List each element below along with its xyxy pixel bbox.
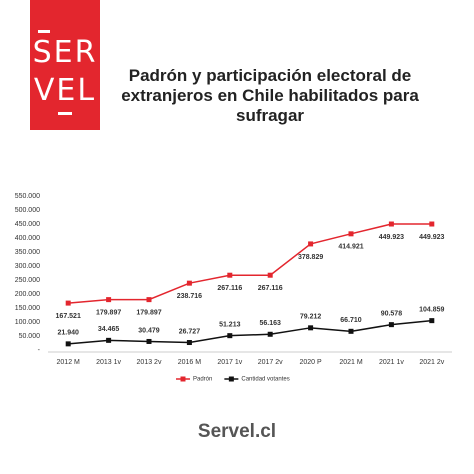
point (65, 341, 71, 347)
point (106, 337, 112, 343)
point (186, 340, 192, 346)
logo-bottom: VEL (33, 73, 97, 108)
data-label: 51.213 (219, 322, 241, 329)
y-tick-label: 500.000 (15, 207, 40, 214)
logo-top: SER (32, 35, 98, 70)
point (146, 338, 152, 344)
y-tick-label: 150.000 (15, 305, 40, 312)
data-label: 56.163 (259, 320, 281, 327)
legend-label: Padrón (193, 377, 212, 383)
data-label: 26.727 (179, 328, 201, 335)
data-label: 449.923 (419, 234, 444, 241)
series-line (68, 223, 432, 304)
data-label: 167.521 (56, 313, 81, 320)
point (186, 280, 192, 286)
x-tick-label: 2020 P (300, 359, 323, 366)
y-tick-label: - (38, 347, 41, 354)
data-label: 179.897 (136, 309, 161, 316)
legend-marker (180, 376, 186, 382)
data-label: 34.465 (98, 326, 120, 333)
point (106, 297, 112, 303)
point (308, 241, 314, 247)
y-tick-label: 100.000 (15, 319, 40, 326)
y-tick-label: 50.000 (19, 333, 41, 340)
series-line (68, 319, 432, 345)
x-tick-label: 2012 M (57, 359, 81, 366)
point (267, 272, 273, 278)
point (348, 231, 354, 237)
legend-label: Cantidad votantes (241, 377, 289, 383)
y-tick-label: 350.000 (15, 249, 40, 256)
y-tick-label: 250.000 (15, 277, 40, 284)
x-tick-label: 2016 M (178, 359, 202, 366)
point (65, 300, 71, 306)
point (429, 318, 435, 324)
point (348, 328, 354, 334)
data-label: 267.116 (217, 285, 242, 292)
y-tick-label: 200.000 (15, 291, 40, 298)
legend-marker (228, 376, 234, 382)
logo: SER VEL (30, 0, 100, 130)
point (146, 297, 152, 303)
point (267, 331, 273, 337)
x-tick-label: 2021 M (339, 359, 363, 366)
data-label: 378.829 (298, 254, 323, 261)
y-tick-label: 550.000 (15, 193, 40, 200)
y-tick-label: 400.000 (15, 235, 40, 242)
point (429, 221, 435, 227)
data-label: 30.479 (138, 327, 160, 334)
y-tick-label: 300.000 (15, 263, 40, 270)
data-label: 238.716 (177, 293, 202, 300)
data-label: 79.212 (300, 314, 322, 321)
point (227, 333, 233, 339)
point (388, 322, 394, 328)
point (308, 325, 314, 331)
x-tick-label: 2021 2v (419, 359, 444, 366)
data-label: 267.116 (258, 285, 283, 292)
data-label: 90.578 (381, 310, 403, 317)
x-tick-label: 2013 2v (137, 359, 162, 366)
data-label: 66.710 (340, 317, 362, 324)
point (388, 221, 394, 227)
y-tick-label: 450.000 (15, 221, 40, 228)
data-label: 104.859 (419, 306, 444, 313)
chart-title: Padrón y participación electoral de extr… (121, 66, 419, 125)
x-tick-label: 2017 2v (258, 359, 283, 366)
x-tick-label: 2021 1v (379, 359, 404, 366)
data-label: 414.921 (338, 244, 363, 251)
data-label: 449.923 (379, 234, 404, 241)
data-label: 179.897 (96, 309, 121, 316)
data-label: 21.940 (57, 330, 79, 337)
x-tick-label: 2013 1v (96, 359, 121, 366)
x-tick-label: 2017 1v (217, 359, 242, 366)
point (227, 272, 233, 278)
footer: Servel.cl (197, 421, 277, 442)
